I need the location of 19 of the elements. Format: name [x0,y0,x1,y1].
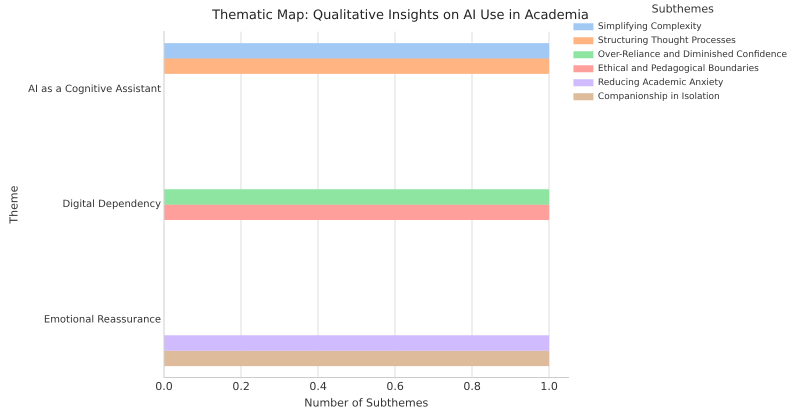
x-tick-label: 0.4 [309,380,327,394]
legend-title: Subthemes [652,2,714,16]
legend-label: Simplifying Complexity [598,22,702,32]
legend-label: Structuring Thought Processes [598,36,736,46]
legend-label: Reducing Academic Anxiety [598,78,724,88]
x-tick-label: 1.0 [540,380,558,394]
y-tick-label: Emotional Reassurance [44,314,162,326]
x-tick-label: 0.2 [232,380,250,394]
legend-label: Over-Reliance and Diminished Confidence [598,50,788,60]
y-tick-label: AI as a Cognitive Assistant [28,84,162,95]
legend-label: Ethical and Pedagogical Boundaries [598,64,760,74]
x-tick-label: 0.0 [155,380,173,394]
y-tick-label: Digital Dependency [62,199,162,210]
legend-label: Companionship in Isolation [598,92,720,102]
y-axis-title: Theme [7,185,20,225]
chart-title: Thematic Map: Qualitative Insights on AI Use in Academia [211,8,589,24]
x-tick-label: 0.6 [386,380,404,394]
x-axis-title: Number of Subthemes [304,396,428,410]
x-tick-label: 0.8 [463,380,481,394]
